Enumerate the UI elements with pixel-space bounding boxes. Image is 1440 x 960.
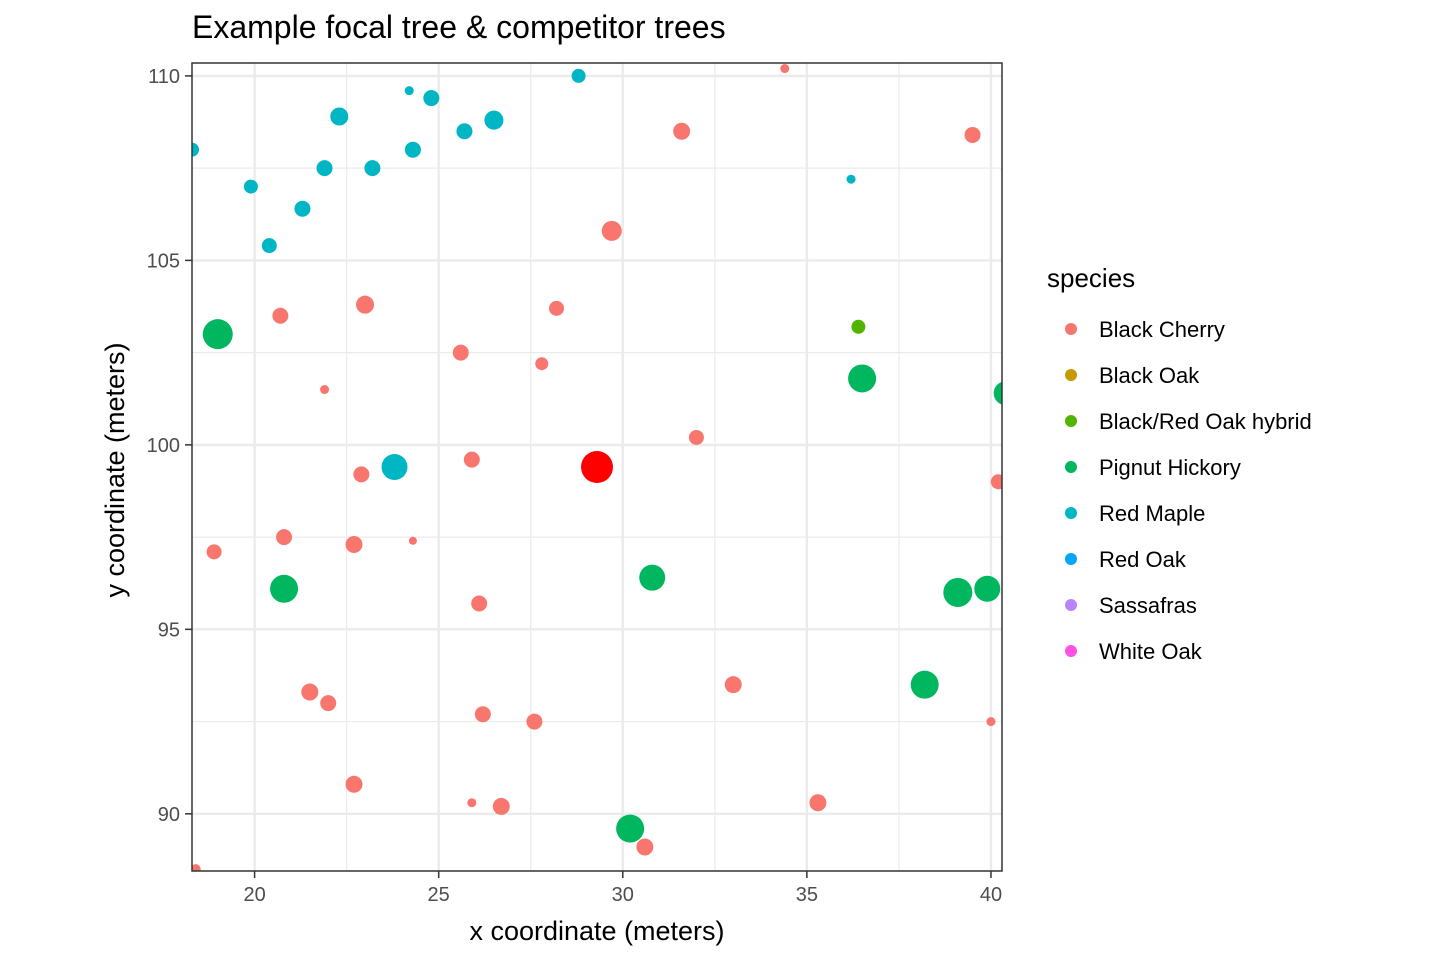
legend-key — [1065, 599, 1077, 611]
legend-key — [1065, 645, 1077, 657]
grid-major — [192, 63, 1002, 871]
data-point — [320, 695, 337, 712]
y-axis-ticks: 90 95 100 105 110 — [147, 66, 192, 826]
legend: species Black Cherry Black Oak Black/Red O… — [1047, 263, 1312, 664]
y-tick-label: 105 — [147, 250, 180, 272]
data-points — [192, 64, 1002, 871]
data-point — [408, 536, 417, 545]
data-point — [974, 575, 1001, 602]
data-point — [809, 794, 827, 812]
data-point — [456, 123, 473, 140]
data-point — [320, 385, 330, 395]
data-point — [993, 381, 1002, 405]
data-point — [846, 174, 856, 184]
x-tick-label: 40 — [980, 884, 1002, 906]
data-point — [202, 319, 233, 350]
data-point — [471, 595, 488, 612]
legend-key — [1065, 415, 1077, 427]
data-point — [345, 535, 363, 553]
data-point — [990, 474, 1002, 490]
x-tick-label: 35 — [796, 884, 818, 906]
y-axis-title: y coordinate (meters) — [100, 342, 130, 597]
legend-label: Pignut Hickory — [1099, 455, 1241, 480]
data-point — [364, 160, 381, 177]
data-point — [381, 454, 408, 480]
data-point — [848, 364, 877, 393]
data-point — [526, 713, 543, 730]
panel-border — [191, 62, 1003, 872]
data-point — [356, 295, 375, 314]
legend-key — [1065, 461, 1077, 473]
data-point — [301, 683, 319, 701]
data-point — [467, 798, 477, 808]
data-point — [986, 717, 996, 727]
data-point — [452, 344, 469, 361]
data-point — [192, 864, 201, 871]
data-point — [673, 122, 691, 140]
y-tick-label: 90 — [158, 804, 180, 826]
legend-label: Black/Red Oak hybrid — [1099, 409, 1312, 434]
data-point — [206, 544, 222, 560]
data-point — [294, 200, 311, 217]
y-tick-label: 95 — [158, 619, 180, 641]
data-point — [549, 300, 564, 316]
legend-key — [1065, 323, 1077, 335]
data-point — [601, 220, 622, 241]
data-point — [910, 670, 939, 699]
data-point — [345, 775, 363, 793]
data-point — [780, 64, 790, 74]
legend-label: Sassafras — [1099, 593, 1197, 618]
legend-key — [1065, 553, 1077, 565]
data-point — [688, 429, 704, 445]
data-point — [636, 838, 654, 856]
data-point — [851, 319, 866, 334]
data-point — [492, 797, 510, 815]
data-point — [272, 307, 289, 324]
data-point — [276, 529, 293, 546]
data-point — [639, 564, 666, 591]
legend-label: Black Cherry — [1099, 317, 1225, 342]
data-point — [261, 238, 277, 254]
legend-key — [1065, 369, 1077, 381]
legend-key — [1065, 507, 1077, 519]
data-point — [404, 141, 421, 158]
legend-label: Red Maple — [1099, 501, 1205, 526]
x-tick-label: 20 — [243, 884, 265, 906]
plot-panel — [191, 62, 1003, 872]
legend-items: Black Cherry Black Oak Black/Red Oak hybri… — [1065, 317, 1312, 664]
legend-label: Red Oak — [1099, 547, 1187, 572]
data-point — [330, 107, 349, 126]
legend-label: White Oak — [1099, 639, 1203, 664]
x-axis-title: x coordinate (meters) — [469, 916, 724, 946]
y-tick-label: 100 — [147, 435, 180, 457]
data-point — [724, 676, 742, 694]
data-point — [964, 126, 981, 143]
data-point — [353, 466, 370, 483]
data-point — [484, 110, 504, 130]
data-point — [270, 574, 299, 603]
data-point — [423, 90, 440, 107]
data-point — [535, 357, 549, 371]
data-point — [616, 814, 645, 843]
legend-title: species — [1047, 263, 1135, 293]
legend-label: Black Oak — [1099, 363, 1200, 388]
data-point — [404, 86, 414, 96]
x-axis-ticks: 20 25 30 35 40 — [243, 871, 1002, 906]
data-point — [316, 160, 333, 177]
x-tick-label: 25 — [428, 884, 450, 906]
focal-tree-point — [581, 451, 613, 483]
data-point — [243, 179, 258, 194]
data-point — [463, 451, 480, 468]
data-point — [943, 577, 973, 607]
y-tick-label: 110 — [148, 66, 180, 88]
x-tick-label: 30 — [612, 884, 634, 906]
chart-title: Example focal tree & competitor trees — [192, 9, 726, 45]
data-point — [474, 706, 491, 723]
data-point — [192, 142, 199, 157]
data-point — [571, 68, 586, 83]
